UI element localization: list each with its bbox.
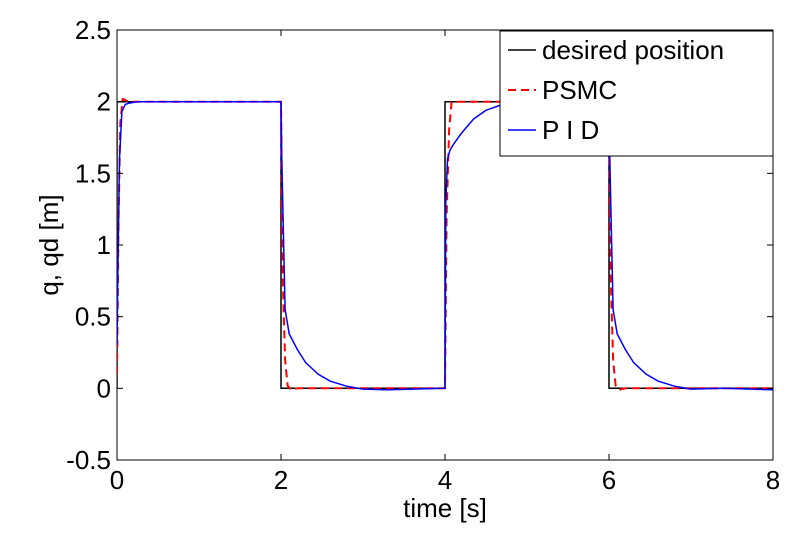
y-tick-label-2: 2 <box>97 87 111 117</box>
legend-entry-psmc: PSMC <box>508 75 617 105</box>
y-tick-label-1: 1 <box>97 230 111 260</box>
legend-label-psmc: PSMC <box>542 75 617 105</box>
legend-entry-desired-position: desired position <box>508 35 724 65</box>
y-tick-label-2-5: 2.5 <box>75 15 111 45</box>
legend-entry-pid: P I D <box>508 115 599 145</box>
legend-label-desired-position: desired position <box>542 35 724 65</box>
x-tick-label-2: 2 <box>274 465 288 495</box>
legend-label-pid: P I D <box>542 115 599 145</box>
x-tick-label-8: 8 <box>766 465 780 495</box>
y-tick-label-1-5: 1.5 <box>75 158 111 188</box>
series-line-p-i-d <box>117 100 773 391</box>
x-tick-label-4: 4 <box>438 465 452 495</box>
x-tick-label-6: 6 <box>602 465 616 495</box>
x-tick-label-0: 0 <box>110 465 124 495</box>
y-tick-label-0-5: 0.5 <box>75 302 111 332</box>
x-axis-label: time [s] <box>403 493 487 523</box>
series-layer <box>117 97 773 391</box>
y-tick-label-0: 0 <box>97 373 111 403</box>
y-tick-label-0-5: -0.5 <box>66 445 111 475</box>
legend: desired position PSMC P I D <box>499 30 774 157</box>
legend-box <box>499 30 774 157</box>
y-axis-label: q, qd [m] <box>34 194 64 295</box>
